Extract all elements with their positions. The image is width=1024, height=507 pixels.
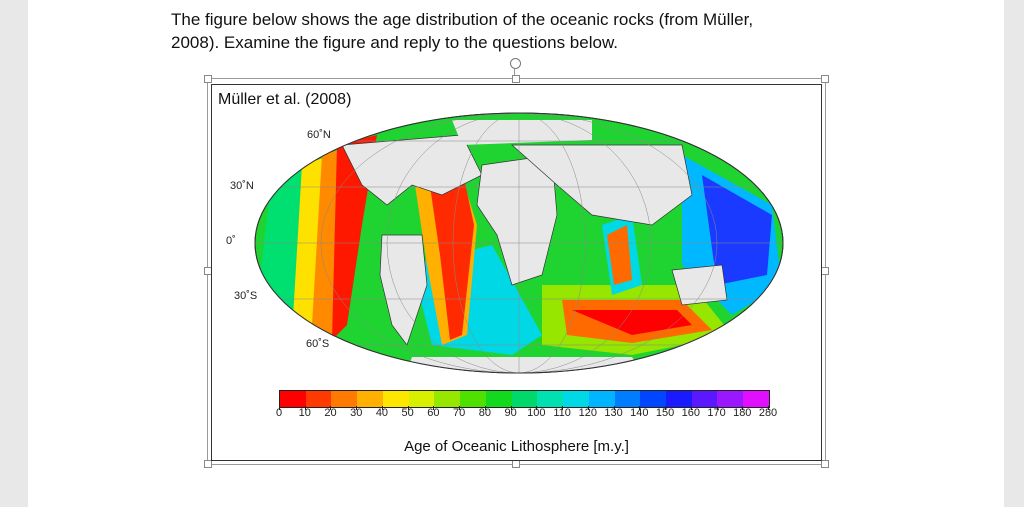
colorbar-label: Age of Oceanic Lithosphere [m.y.]: [404, 438, 629, 455]
colorbar-tick-label: 150: [655, 407, 675, 419]
colorbar-tick-label: 0: [275, 407, 283, 419]
lat-label-60s: 60˚S: [304, 338, 332, 351]
colorbar-tick-label: 70: [453, 407, 466, 419]
colorbar-tick-label: 110: [553, 407, 571, 419]
colorbar-tick-mark: [690, 406, 692, 410]
colorbar-tick-mark: [330, 406, 332, 410]
colorbar-swatch: [408, 391, 435, 407]
age-colorbar: [279, 390, 770, 408]
colorbar-swatch: [717, 391, 744, 407]
colorbar-swatch: [460, 391, 486, 407]
colorbar-swatch: [485, 391, 512, 407]
instruction-paragraph: The figure below shows the age distribut…: [171, 8, 871, 54]
colorbar-tick-label: 80: [478, 407, 492, 419]
colorbar-tick-label: 120: [578, 407, 598, 419]
colorbar-swatch: [743, 391, 769, 407]
lat-label-30s: 30˚S: [232, 290, 260, 303]
colorbar-tick-mark: [716, 406, 718, 410]
colorbar-swatch: [691, 391, 718, 407]
resize-handle-top-right[interactable]: [821, 75, 829, 83]
lat-label-60n: 60˚N: [305, 129, 333, 142]
colorbar-tick-mark: [639, 406, 641, 410]
resize-handle-bottom-right[interactable]: [821, 460, 829, 468]
colorbar-tick-mark: [484, 406, 486, 410]
lat-label-30n: 30˚N: [228, 180, 256, 193]
colorbar-tick-mark: [768, 406, 769, 410]
colorbar-tick-label: 20: [324, 407, 337, 419]
colorbar-swatch: [640, 391, 667, 407]
ocean-age-figure: Müller et al. (2008): [211, 84, 822, 461]
colorbar-tick-label: 90: [504, 407, 517, 419]
colorbar-tick-label: 140: [630, 407, 649, 419]
colorbar-tick-mark: [356, 406, 358, 410]
colorbar-tick-mark: [742, 406, 744, 410]
colorbar-tick-mark: [459, 406, 461, 410]
resize-handle-bottom-left[interactable]: [204, 460, 212, 468]
colorbar-tick-mark: [562, 406, 564, 410]
colorbar-tick-mark: [613, 406, 615, 410]
colorbar-swatch: [280, 391, 306, 407]
paragraph-line: 2008). Examine the figure and reply to t…: [171, 33, 619, 52]
rotate-handle-stem: [514, 68, 515, 78]
colorbar-tick-mark: [381, 406, 383, 410]
colorbar-tick-label: 10: [298, 407, 311, 419]
colorbar-tick-mark: [536, 406, 538, 410]
colorbar-swatch: [666, 391, 692, 407]
resize-handle-top[interactable]: [512, 75, 520, 83]
colorbar-swatch: [331, 391, 358, 407]
colorbar-swatch: [588, 391, 615, 407]
colorbar-tick-label: 170: [707, 407, 726, 419]
world-map: [254, 112, 784, 374]
colorbar-tick-label: 160: [681, 407, 700, 419]
colorbar-tick-mark: [279, 406, 280, 410]
colorbar-tick-label: 280: [758, 407, 778, 419]
colorbar-tick-mark: [433, 406, 435, 410]
colorbar-tick-mark: [665, 406, 667, 410]
colorbar-swatch: [357, 391, 383, 407]
colorbar-tick-label: 100: [527, 407, 546, 419]
colorbar-tick-label: 60: [427, 407, 440, 419]
figure-title: Müller et al. (2008): [218, 91, 352, 108]
resize-handle-bottom[interactable]: [512, 460, 520, 468]
resize-handle-top-left[interactable]: [204, 75, 212, 83]
colorbar-tick-mark: [407, 406, 409, 410]
colorbar-swatch: [511, 391, 538, 407]
colorbar-tick-label: 40: [375, 407, 389, 419]
colorbar-swatch: [434, 391, 461, 407]
colorbar-tick-mark: [510, 406, 512, 410]
colorbar-swatch: [382, 391, 409, 407]
colorbar-swatch: [563, 391, 589, 407]
resize-handle-right[interactable]: [821, 267, 829, 275]
colorbar-tick-label: 130: [604, 407, 623, 419]
paragraph-line: The figure below shows the age distribut…: [171, 10, 754, 29]
colorbar-tick-mark: [304, 406, 306, 410]
colorbar-tick-label: 30: [350, 407, 363, 419]
colorbar-swatch: [614, 391, 641, 407]
lat-label-equator: 0˚: [224, 235, 238, 248]
rotate-handle-icon[interactable]: [510, 58, 521, 69]
colorbar-tick-label: 50: [401, 407, 414, 419]
colorbar-swatch: [305, 391, 332, 407]
colorbar-tick-label: 180: [733, 407, 752, 419]
colorbar-tick-mark: [587, 406, 589, 410]
colorbar-swatch: [537, 391, 564, 407]
